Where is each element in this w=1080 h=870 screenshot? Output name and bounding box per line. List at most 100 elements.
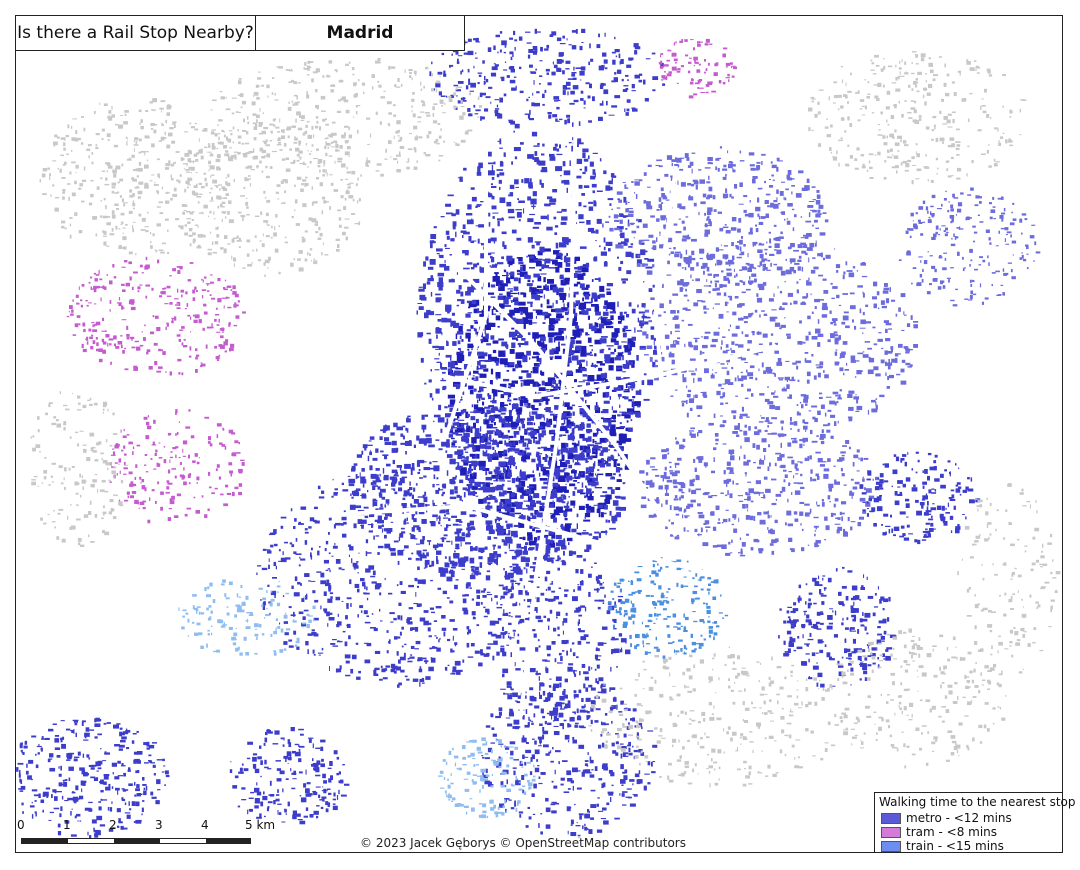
building-block bbox=[760, 216, 766, 219]
building-block bbox=[351, 490, 356, 495]
building-block bbox=[488, 434, 492, 440]
building-block bbox=[774, 316, 778, 319]
building-block bbox=[632, 399, 634, 405]
building-block bbox=[708, 218, 711, 224]
building-block bbox=[704, 520, 710, 525]
building-block bbox=[517, 569, 521, 575]
building-block bbox=[755, 206, 761, 212]
building-block bbox=[465, 533, 471, 538]
building-block bbox=[817, 458, 823, 463]
building-block bbox=[475, 433, 482, 437]
building-block bbox=[756, 444, 760, 450]
building-block bbox=[515, 329, 520, 334]
building-block bbox=[320, 572, 325, 578]
building-block bbox=[541, 380, 545, 386]
building-block bbox=[592, 152, 598, 154]
building-block bbox=[493, 551, 498, 556]
building-block bbox=[438, 352, 440, 356]
building-block bbox=[682, 282, 688, 287]
building-block bbox=[505, 536, 512, 541]
building-block bbox=[446, 597, 450, 599]
building-block bbox=[549, 202, 556, 205]
building-block bbox=[818, 204, 824, 209]
building-block bbox=[714, 283, 717, 288]
building-block bbox=[556, 465, 561, 470]
building-block bbox=[382, 528, 383, 533]
building-block bbox=[792, 362, 797, 365]
building-block bbox=[732, 311, 737, 316]
building-block bbox=[511, 300, 513, 303]
building-block bbox=[581, 472, 583, 475]
building-block bbox=[550, 357, 553, 360]
building-block bbox=[808, 212, 811, 218]
building-block bbox=[533, 259, 541, 261]
building-block bbox=[680, 445, 686, 448]
building-block bbox=[571, 442, 576, 445]
map-canvas[interactable] bbox=[16, 16, 1063, 853]
building-block bbox=[485, 520, 493, 525]
building-block bbox=[408, 440, 412, 446]
building-block bbox=[468, 351, 474, 357]
building-block bbox=[506, 491, 512, 494]
building-block bbox=[417, 459, 425, 464]
building-block bbox=[455, 519, 462, 522]
building-block bbox=[714, 372, 718, 374]
building-block bbox=[262, 602, 266, 606]
building-block bbox=[501, 231, 507, 235]
building-block bbox=[488, 456, 492, 462]
building-block bbox=[757, 249, 763, 253]
building-block bbox=[662, 454, 667, 460]
building-block bbox=[658, 486, 663, 490]
building-block bbox=[775, 237, 781, 242]
building-block bbox=[732, 255, 735, 260]
building-block bbox=[759, 242, 762, 245]
building-block bbox=[556, 253, 563, 256]
building-block bbox=[757, 512, 762, 516]
building-block bbox=[828, 483, 834, 489]
building-block bbox=[541, 389, 550, 391]
building-block bbox=[606, 302, 615, 309]
building-block bbox=[594, 278, 599, 280]
building-block bbox=[558, 434, 563, 437]
building-block bbox=[723, 245, 728, 247]
building-block bbox=[553, 517, 557, 523]
building-block bbox=[804, 352, 809, 354]
building-block bbox=[840, 467, 843, 472]
building-block bbox=[484, 546, 488, 550]
building-block bbox=[674, 470, 680, 474]
building-block bbox=[605, 261, 607, 263]
building-block bbox=[602, 458, 604, 463]
building-block bbox=[515, 407, 523, 412]
building-block bbox=[381, 668, 386, 673]
building-block bbox=[491, 264, 497, 268]
building-block bbox=[733, 528, 738, 533]
building-block bbox=[559, 295, 566, 300]
building-block bbox=[593, 444, 599, 449]
building-block bbox=[538, 676, 540, 681]
building-block bbox=[579, 671, 581, 676]
building-block bbox=[771, 417, 777, 420]
building-block bbox=[631, 336, 636, 341]
building-block bbox=[527, 532, 533, 536]
building-block bbox=[765, 193, 771, 196]
building-block bbox=[819, 464, 825, 467]
building-block bbox=[566, 317, 570, 321]
building-block bbox=[498, 491, 502, 497]
building-block bbox=[507, 480, 511, 482]
building-block bbox=[750, 280, 757, 283]
building-block bbox=[536, 512, 543, 518]
building-block bbox=[703, 462, 708, 467]
building-block bbox=[307, 633, 313, 636]
building-block bbox=[629, 222, 635, 224]
building-block bbox=[477, 166, 481, 172]
building-block bbox=[515, 186, 519, 188]
building-block bbox=[801, 301, 805, 305]
building-block bbox=[664, 173, 669, 177]
building-block bbox=[484, 453, 490, 457]
building-block bbox=[367, 524, 374, 526]
building-block bbox=[479, 466, 486, 471]
building-block bbox=[500, 632, 507, 635]
building-block bbox=[555, 346, 561, 352]
building-block bbox=[495, 308, 499, 312]
building-block bbox=[528, 547, 533, 551]
